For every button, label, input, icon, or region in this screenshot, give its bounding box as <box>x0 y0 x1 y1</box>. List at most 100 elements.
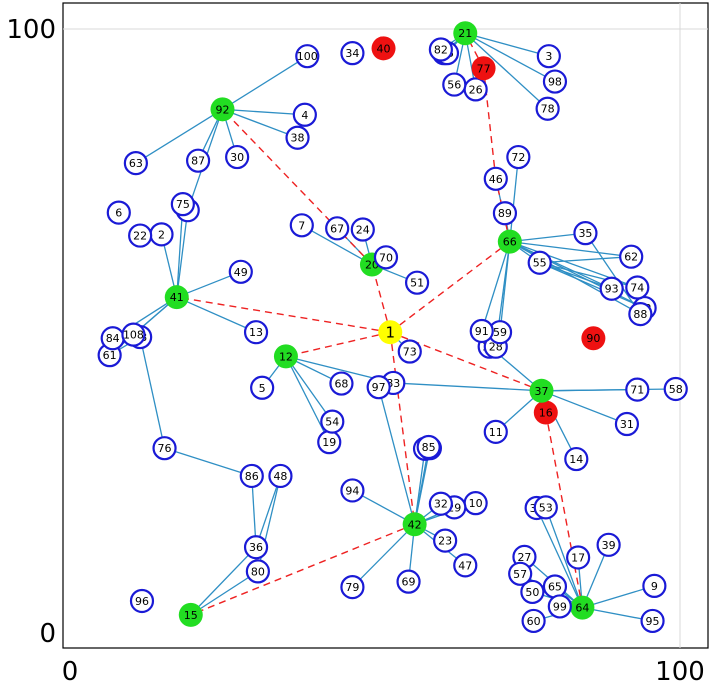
node-circle-94 <box>340 478 365 503</box>
node-circle-39 <box>596 532 621 557</box>
node-label-99: 99 <box>553 600 567 613</box>
node-label-51: 51 <box>410 277 424 290</box>
node-label-46: 46 <box>489 173 503 186</box>
cluster-link-42-43 <box>414 448 426 525</box>
node-circle-3 <box>536 44 561 69</box>
node-label-16: 16 <box>539 407 553 420</box>
node-circle-53 <box>533 495 558 520</box>
node-circle-1 <box>378 320 403 345</box>
node-label-97: 97 <box>372 381 386 394</box>
node-22: 22 <box>128 223 153 248</box>
node-46: 46 <box>483 166 508 191</box>
node-label-22: 22 <box>133 230 147 243</box>
cluster-link-66-52 <box>509 241 645 309</box>
node-5: 5 <box>250 375 275 400</box>
node-circle-76 <box>152 436 177 461</box>
node-label-1: 1 <box>385 324 395 342</box>
node-circle-38 <box>285 125 310 150</box>
node-circle-35 <box>573 221 598 246</box>
node-circle-68 <box>329 371 354 396</box>
node-circle-58 <box>663 376 688 402</box>
node-72: 72 <box>506 144 531 170</box>
node-label-95: 95 <box>646 615 660 628</box>
node-circle-75 <box>170 192 195 217</box>
node-50: 50 <box>520 579 545 605</box>
node-circle-108 <box>121 322 146 347</box>
node-label-68: 68 <box>334 378 348 391</box>
node-label-13: 13 <box>249 326 263 339</box>
node-64: 64 <box>570 595 595 620</box>
node-circle-16 <box>533 400 558 425</box>
node-circle-60 <box>521 608 546 634</box>
node-17: 17 <box>566 545 591 570</box>
node-circle-79 <box>340 574 365 600</box>
node-label-26: 26 <box>469 83 483 96</box>
node-30: 30 <box>225 144 250 170</box>
node-label-12: 12 <box>279 350 293 363</box>
node-19: 19 <box>317 430 342 455</box>
route-link-1-66 <box>389 241 511 333</box>
node-31: 31 <box>614 411 640 437</box>
node-99: 99 <box>547 594 572 619</box>
node-circle-57 <box>508 561 533 586</box>
node-26: 26 <box>463 77 488 102</box>
node-label-82: 82 <box>434 44 448 57</box>
node-label-5: 5 <box>259 382 266 395</box>
node-label-56: 56 <box>447 79 461 92</box>
node-label-31: 31 <box>620 418 634 431</box>
node-circle-100 <box>295 44 320 69</box>
node-38: 38 <box>285 125 310 150</box>
route-link-1-41 <box>176 296 391 333</box>
node-circle-92 <box>210 97 235 122</box>
node-97: 97 <box>366 375 391 400</box>
node-label-34: 34 <box>345 47 359 60</box>
node-40: 40 <box>371 36 396 61</box>
axis-ticks: 0 100 0 100 <box>6 15 704 687</box>
node-circle-69 <box>396 569 421 594</box>
node-label-40: 40 <box>377 42 391 55</box>
node-circle-49 <box>228 259 253 284</box>
node-circle-34 <box>340 41 365 66</box>
node-circle-85 <box>416 434 441 460</box>
node-label-70: 70 <box>379 251 393 264</box>
node-label-57: 57 <box>513 568 527 581</box>
node-circle-36 <box>243 535 269 560</box>
node-label-53: 53 <box>539 501 553 514</box>
node-label-71: 71 <box>630 384 644 397</box>
node-label-62: 62 <box>624 251 638 264</box>
node-circle-86 <box>239 463 264 489</box>
node-circle-54 <box>320 409 345 434</box>
node-12: 12 <box>273 344 298 369</box>
node-35: 35 <box>573 221 598 246</box>
cluster-link-80-15 <box>190 570 259 616</box>
route-link-16-64 <box>545 412 584 608</box>
node-label-69: 69 <box>402 576 416 589</box>
node-circle-88 <box>628 301 653 327</box>
node-circle-51 <box>404 270 430 295</box>
route-link-1-12 <box>285 331 391 358</box>
node-98: 98 <box>542 69 568 94</box>
node-label-14: 14 <box>569 453 583 466</box>
cluster-link-55-93 <box>539 262 612 290</box>
cluster-link-66-59 <box>499 241 511 333</box>
node-49: 49 <box>228 259 253 284</box>
node-80: 80 <box>245 559 270 584</box>
node-13: 13 <box>243 320 269 345</box>
node-95: 95 <box>640 608 665 634</box>
node-label-50: 50 <box>525 586 539 599</box>
node-label-80: 80 <box>251 565 265 578</box>
cluster-link-21-98 <box>464 32 556 83</box>
cluster-link-21-78 <box>464 32 549 110</box>
node-label-4: 4 <box>301 109 308 122</box>
node-circle-48 <box>268 463 293 489</box>
cluster-link-64-53 <box>545 507 584 608</box>
node-circle-96 <box>129 588 155 614</box>
node-label-6: 6 <box>115 207 122 220</box>
cluster-link-55-62 <box>539 256 632 264</box>
cluster-link-37-58 <box>541 388 676 392</box>
node-circle-62 <box>619 244 644 269</box>
cluster-link-21-3 <box>465 32 550 57</box>
node-label-91: 91 <box>475 325 489 338</box>
node-86: 86 <box>239 463 264 489</box>
node-circle-31 <box>614 411 640 437</box>
